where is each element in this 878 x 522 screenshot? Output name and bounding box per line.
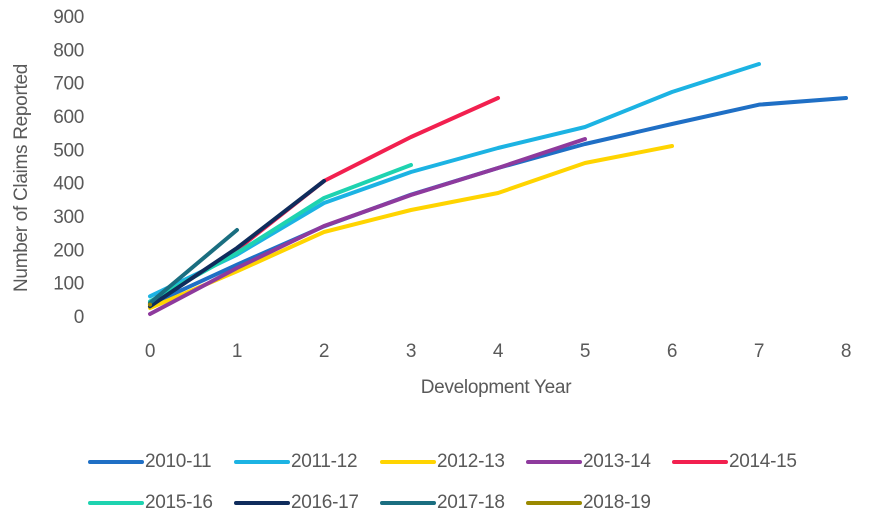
y-tick-label: 200 bbox=[53, 240, 84, 261]
x-tick-label: 7 bbox=[754, 341, 764, 362]
x-tick-label: 8 bbox=[841, 341, 851, 362]
y-tick-label: 900 bbox=[53, 7, 84, 28]
series-line bbox=[148, 228, 239, 305]
series-line bbox=[148, 144, 674, 310]
y-tick-label: 400 bbox=[53, 174, 84, 195]
x-axis-title: Development Year bbox=[421, 377, 572, 398]
y-tick-label: 0 bbox=[74, 307, 84, 328]
x-tick-label: 6 bbox=[667, 341, 677, 362]
y-tick-label: 100 bbox=[53, 274, 84, 295]
x-tick-label: 2 bbox=[319, 341, 329, 362]
y-tick-label: 300 bbox=[53, 207, 84, 228]
series-line bbox=[148, 96, 848, 307]
legend-label: 2017-18 bbox=[437, 492, 505, 513]
x-tick-label: 5 bbox=[580, 341, 590, 362]
series-line bbox=[148, 137, 587, 316]
legend-label: 2013-14 bbox=[583, 451, 651, 472]
y-tick-label: 800 bbox=[53, 40, 84, 61]
x-tick-label: 0 bbox=[145, 341, 155, 362]
legend-label: 2014-15 bbox=[729, 451, 797, 472]
y-axis-title: Number of Claims Reported bbox=[11, 64, 32, 292]
x-tick-label: 3 bbox=[406, 341, 416, 362]
y-tick-label: 500 bbox=[53, 140, 84, 161]
legend-label: 2015-16 bbox=[145, 492, 213, 513]
x-tick-label: 4 bbox=[493, 341, 504, 362]
legend-label: 2018-19 bbox=[583, 492, 651, 513]
y-tick-label: 700 bbox=[53, 74, 84, 95]
series-line bbox=[148, 179, 326, 309]
legend-label: 2011-12 bbox=[291, 451, 357, 472]
legend-label: 2010-11 bbox=[145, 451, 211, 472]
y-tick-label: 600 bbox=[53, 107, 84, 128]
legend-label: 2012-13 bbox=[437, 451, 505, 472]
x-tick-label: 1 bbox=[232, 341, 242, 362]
legend-label: 2016-17 bbox=[291, 492, 359, 513]
